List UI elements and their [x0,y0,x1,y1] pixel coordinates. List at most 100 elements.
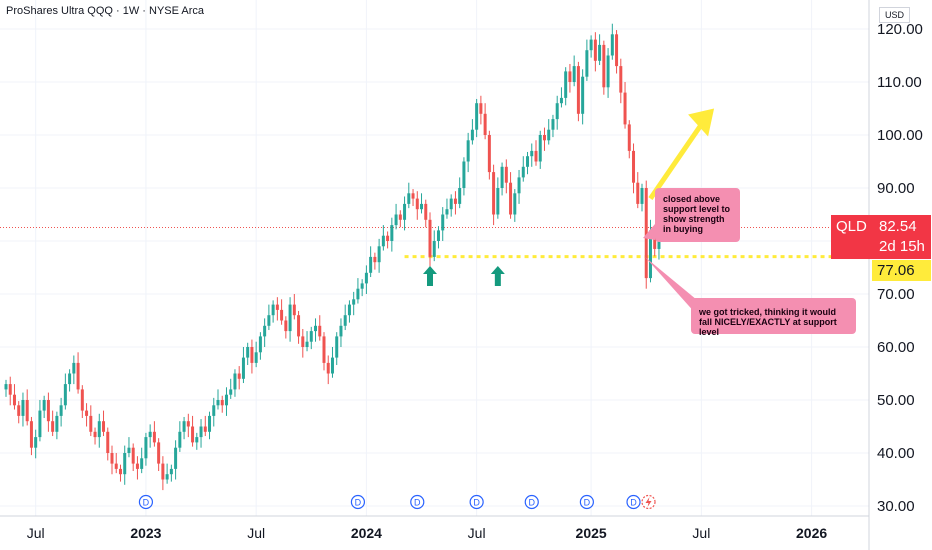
last-price-value: 82.54 [879,218,917,235]
candle-body [46,400,50,422]
candle-body [161,463,165,480]
candle-body [339,325,343,337]
candle-body [97,421,101,438]
candle [237,366,241,390]
candle [398,210,402,228]
candle-body [632,150,636,183]
candle-body [644,188,648,279]
candle-body [203,426,207,432]
candle-body [513,193,517,215]
candle-body [169,468,173,475]
candle [152,421,156,447]
candle-body [263,325,267,337]
candle-body [589,39,593,51]
candle-body [436,230,440,241]
candle [17,401,21,424]
candle-body [462,161,466,188]
candle-body [470,129,474,141]
candle-body [619,66,623,93]
candle [377,238,381,273]
candle-body [496,188,500,215]
dividend-marker-circle [350,494,366,510]
candle-body [360,283,364,289]
candle [161,456,165,491]
candle [432,230,436,262]
y-tick-label: 90.00 [877,180,915,197]
candle-body [241,357,245,379]
candle [191,415,195,447]
candle-body [233,373,237,390]
candle-body [152,431,156,443]
candle-body [250,347,254,363]
candle-body [330,357,334,374]
support-pointer-arrow [490,266,505,286]
candle-body [68,373,72,385]
candle-body [34,437,38,448]
candle-body [627,124,631,151]
candle [106,427,110,461]
candle-body [381,235,385,247]
candle [462,157,466,196]
x-tick-label: Jul [692,525,710,541]
lightning-icon [645,497,652,507]
candle [602,40,606,95]
dividend-marker-label: D [355,498,362,508]
candle [263,318,267,347]
candle [76,352,80,394]
candle-body [284,320,288,332]
candle [547,119,551,145]
candle-body [148,431,152,438]
candle [85,403,89,427]
y-tick-label: 120.00 [877,21,923,38]
y-tick-label: 30.00 [877,498,915,515]
candle [364,265,368,294]
candle-body [186,421,190,427]
candle-body [174,447,178,469]
candle [89,405,93,437]
candle [42,395,46,419]
candle [441,207,445,241]
candle-body [445,209,449,215]
candle [80,385,84,419]
candle [275,297,279,321]
candle-body [555,103,559,120]
candle-body [492,172,496,215]
candle-body [309,331,313,342]
candle-body [441,214,445,231]
candle-body [267,315,271,326]
x-tick-label: Jul [468,525,486,541]
candle [254,341,258,368]
candle [479,95,483,125]
candle [203,415,207,437]
candle-body [432,241,436,257]
candle-body [195,437,199,443]
candle-body [229,389,233,395]
candle [102,410,106,437]
candle-body [208,415,212,432]
candle-body [636,182,640,204]
candle [246,342,250,366]
candle-body [178,431,182,448]
candle-body [182,421,186,432]
candle [470,119,474,145]
candle-body [526,156,530,167]
candle [428,212,432,268]
candle-body [411,193,415,199]
candle-body [530,150,534,157]
candle [224,387,228,416]
candle-body [487,135,491,173]
candle-body [390,225,394,241]
candle-body [602,44,606,88]
dividend-marker: D [410,494,425,510]
candle-body [585,50,589,77]
support-price-tag: 77.06 [872,260,931,281]
candle-body [610,34,614,56]
currency-selector[interactable]: USD [879,7,911,23]
candle [576,61,580,122]
candle-body [17,405,21,416]
candle-body [123,453,127,475]
candle-body [301,336,305,347]
candle [127,437,131,458]
ticker-symbol: QLD [836,218,867,235]
